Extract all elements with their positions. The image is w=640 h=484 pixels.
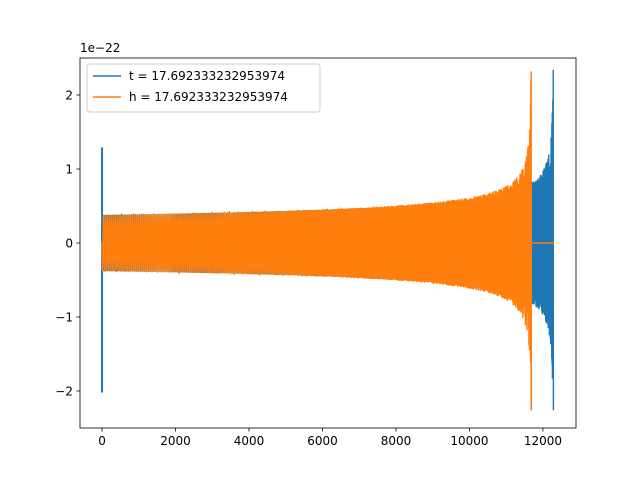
legend-label-t: t = 17.692333232953974 xyxy=(129,69,285,83)
series-h-line xyxy=(101,71,533,411)
y-tick-label: 0 xyxy=(65,237,73,251)
y-offset-label: 1e−22 xyxy=(80,41,120,55)
legend-label-h: h = 17.692333232953974 xyxy=(129,90,288,104)
x-tick-label: 8000 xyxy=(381,434,412,448)
legend-box xyxy=(86,63,321,113)
x-tick-label: 10000 xyxy=(450,434,488,448)
x-tick-label: 0 xyxy=(98,434,106,448)
y-tick-label: 2 xyxy=(65,89,73,103)
x-tick-label: 2000 xyxy=(160,434,191,448)
x-axis: 0 2000 4000 6000 8000 10000 12000 xyxy=(98,428,562,448)
y-tick-label: −2 xyxy=(55,385,73,399)
legend: t = 17.692333232953974 h = 17.6923332329… xyxy=(86,63,321,113)
x-tick-label: 4000 xyxy=(234,434,265,448)
x-tick-label: 12000 xyxy=(524,434,562,448)
y-tick-label: −1 xyxy=(55,311,73,325)
x-tick-label: 6000 xyxy=(307,434,338,448)
series-h xyxy=(101,71,554,411)
y-tick-label: 1 xyxy=(65,163,73,177)
y-axis: −2 −1 0 1 2 xyxy=(55,89,80,399)
